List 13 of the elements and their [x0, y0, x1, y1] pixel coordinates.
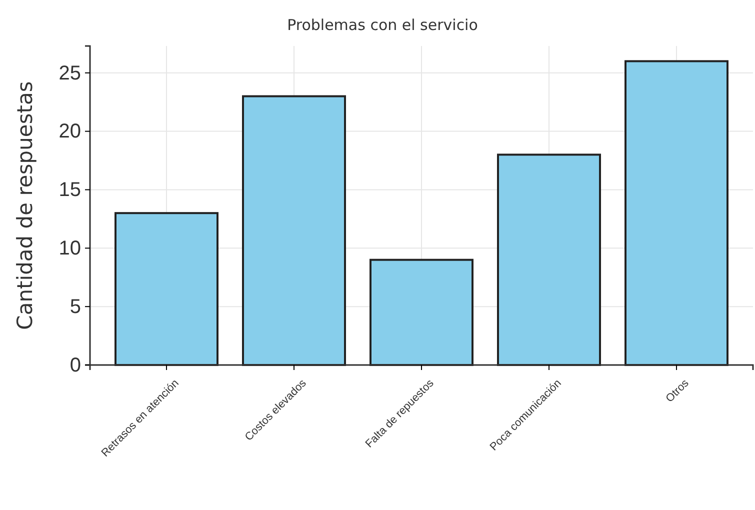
- y-axis-title: Cantidad de respuestas: [13, 81, 37, 330]
- y-tick-label: 10: [58, 238, 81, 260]
- y-tick-label: 15: [58, 179, 81, 202]
- y-tick-label: 20: [58, 120, 81, 143]
- bar: [242, 95, 346, 366]
- y-tick-label: 0: [70, 354, 81, 376]
- bar: [370, 258, 474, 366]
- y-tick-label: 25: [58, 62, 81, 84]
- bar: [624, 60, 728, 366]
- y-tick-label: 5: [70, 296, 81, 318]
- bar: [114, 212, 218, 366]
- bar: [497, 154, 601, 366]
- chart-title: Problemas con el servicio: [287, 16, 478, 34]
